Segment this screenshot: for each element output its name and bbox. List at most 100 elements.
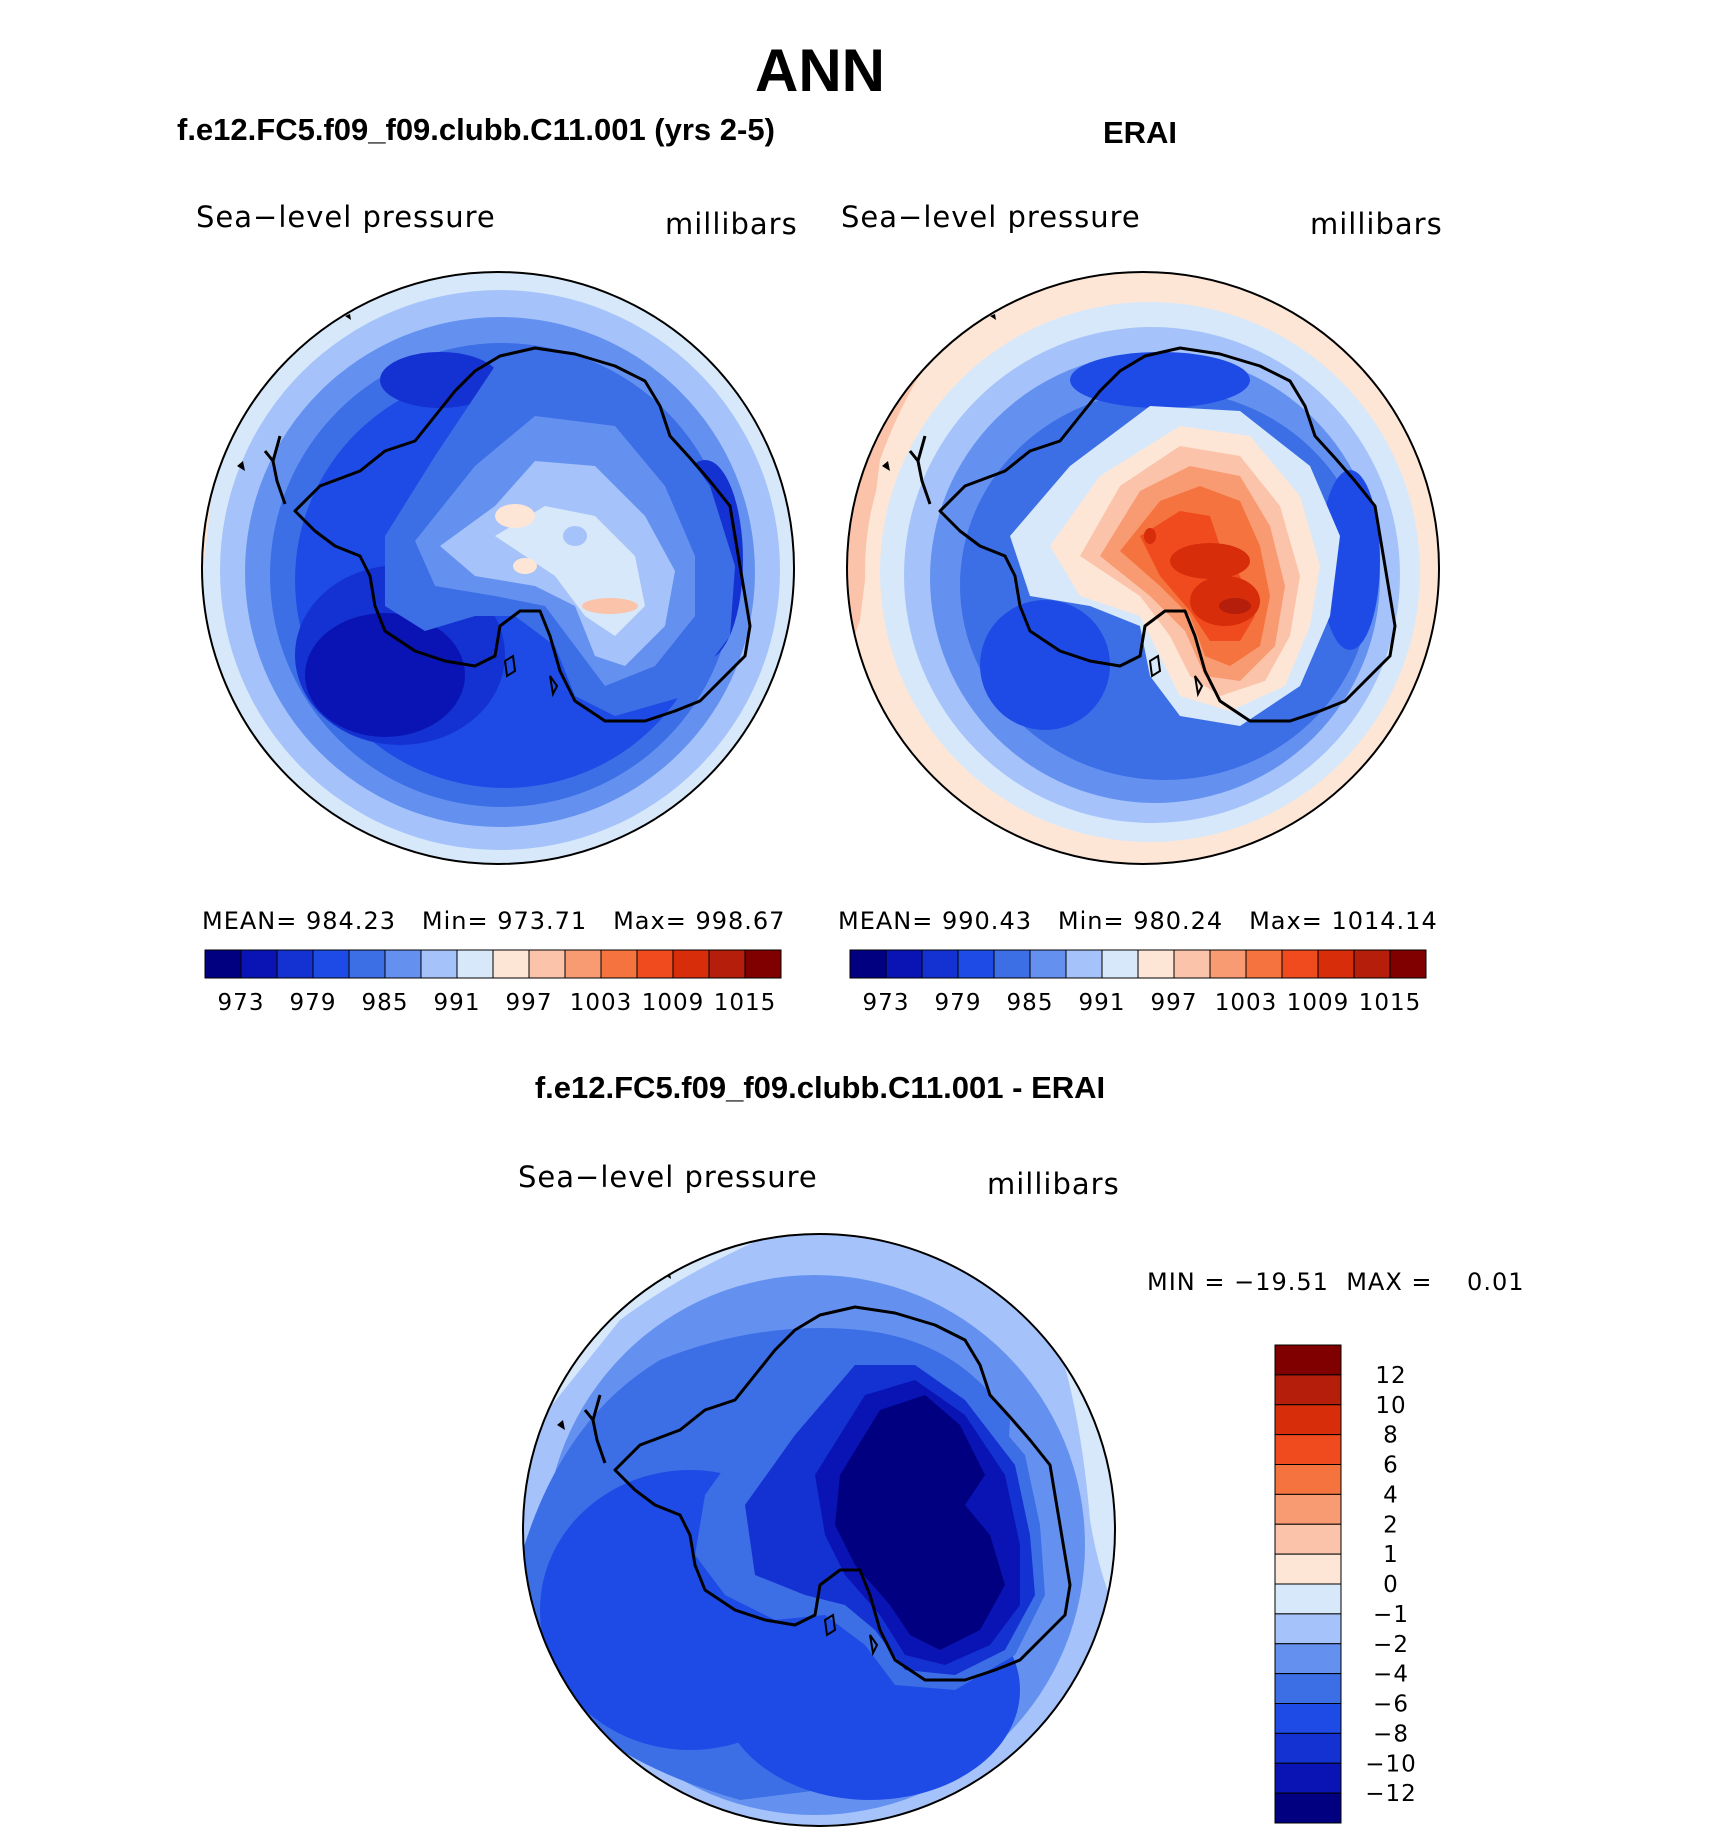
obs-map (847, 272, 1439, 864)
obs-colorbar: 973 979 985 991 997 1003 1009 1015 (849, 949, 1427, 1016)
diff-map-border (522, 1233, 1116, 1827)
obs-colorbar-swatch (849, 949, 887, 979)
obs-colorbar-tick-label: 1003 (1215, 990, 1278, 1016)
obs-stats: MEAN= 990.43 Min= 980.24 Max= 1014.14 (838, 907, 1438, 935)
model-max-label: Max= (613, 907, 687, 935)
diff-colorbar-swatch (1274, 1553, 1342, 1585)
diff-panel-title: f.e12.FC5.f09_f09.clubb.C11.001 - ERAI (534, 1070, 1106, 1105)
obs-colorbar-swatch (1281, 949, 1319, 979)
obs-colorbar-swatch (1353, 949, 1391, 979)
model-colorbar-swatch (492, 949, 530, 979)
diff-colorbar-swatch (1274, 1613, 1342, 1645)
model-colorbar-tick-label: 985 (362, 990, 409, 1016)
model-colorbar-tick-label: 991 (434, 990, 481, 1016)
model-colorbar-swatch (600, 949, 638, 979)
diff-colorbar-tick-label: −2 (1373, 1632, 1409, 1658)
diff-map (523, 1234, 1115, 1826)
obs-colorbar-swatch (1389, 949, 1427, 979)
diff-min-label: MIN = (1147, 1268, 1226, 1296)
diff-colorbar-tick-label: 8 (1383, 1423, 1399, 1449)
diff-colorbar-swatch (1274, 1792, 1342, 1824)
model-colorbar-swatch (420, 949, 458, 979)
model-colorbar-tick-label: 979 (290, 990, 337, 1016)
model-colorbar-tick-label: 1003 (570, 990, 633, 1016)
obs-max-label: Max= (1249, 907, 1323, 935)
diff-colorbar-tick-label: 1 (1383, 1542, 1399, 1568)
obs-colorbar-swatch (1245, 949, 1283, 979)
diff-colorbar-tick-label: 0 (1383, 1572, 1399, 1598)
model-colorbar-swatch (672, 949, 710, 979)
diff-max-value: 0.01 (1467, 1268, 1525, 1296)
diff-colorbar-tick-label: −10 (1365, 1751, 1417, 1777)
model-max-value: 998.67 (695, 907, 786, 935)
diff-colorbar-tick-label: −12 (1365, 1781, 1417, 1807)
diff-colorbar-tick-label: 4 (1383, 1482, 1399, 1508)
model-colorbar-swatch (744, 949, 782, 979)
model-colorbar-swatch (276, 949, 314, 979)
obs-colorbar-swatch (957, 949, 995, 979)
model-colorbar-swatch (348, 949, 386, 979)
obs-colorbar-swatch (1101, 949, 1139, 979)
diff-colorbar-swatch (1274, 1344, 1342, 1376)
obs-units-label: millibars (1310, 207, 1443, 241)
diff-colorbar-swatch (1274, 1374, 1342, 1406)
diff-colorbar-tick-label: 12 (1375, 1363, 1406, 1389)
diff-stats: MIN = −19.51 MAX = 0.01 (1147, 1268, 1524, 1296)
model-colorbar-swatch (456, 949, 494, 979)
obs-colorbar-swatch (1209, 949, 1247, 979)
diff-colorbar-swatch (1274, 1732, 1342, 1764)
diff-colorbar-swatch (1274, 1643, 1342, 1675)
model-map-border (201, 271, 795, 865)
obs-colorbar-swatch (885, 949, 923, 979)
diff-max-label: MAX = (1346, 1268, 1433, 1296)
obs-colorbar-tick-label: 979 (935, 990, 982, 1016)
model-colorbar-swatch (384, 949, 422, 979)
diff-colorbar-tick-label: 6 (1383, 1453, 1399, 1479)
diff-colorbar-tick-label: 10 (1375, 1393, 1406, 1419)
obs-colorbar-swatch (993, 949, 1031, 979)
obs-mean-value: 990.43 (942, 907, 1032, 935)
obs-colorbar-tick-label: 1009 (1287, 990, 1350, 1016)
model-colorbar-swatch (240, 949, 278, 979)
obs-colorbar-swatch (921, 949, 959, 979)
model-colorbar-tick-label: 1009 (642, 990, 705, 1016)
obs-colorbar-tick-label: 991 (1079, 990, 1126, 1016)
model-colorbar: 973 979 985 991 997 1003 1009 1015 (204, 949, 782, 1016)
obs-mean-label: MEAN= (838, 907, 934, 935)
diff-colorbar-swatch (1274, 1493, 1342, 1525)
obs-colorbar-swatch (1173, 949, 1211, 979)
model-units-label: millibars (665, 207, 798, 241)
obs-colorbar-tick-label: 985 (1007, 990, 1054, 1016)
obs-max-value: 1014.14 (1331, 907, 1438, 935)
model-mean-label: MEAN= (202, 907, 298, 935)
diff-min-value: −19.51 (1234, 1268, 1329, 1296)
diff-colorbar-swatch (1274, 1703, 1342, 1734)
obs-min-value: 980.24 (1133, 907, 1224, 935)
diff-colorbar-swatch (1274, 1434, 1342, 1465)
obs-variable-label: Sea−level pressure (841, 200, 1141, 234)
model-panel-title: f.e12.FC5.f09_f09.clubb.C11.001 (yrs 2-5… (177, 112, 775, 147)
model-min-value: 973.71 (497, 907, 588, 935)
diff-colorbar-swatch (1274, 1523, 1342, 1555)
diff-colorbar-swatch (1274, 1464, 1342, 1495)
obs-map-border (846, 271, 1440, 865)
model-map (202, 272, 794, 864)
obs-min-label: Min= (1057, 907, 1125, 935)
diff-colorbar-tick-label: −8 (1373, 1721, 1409, 1747)
model-stats: MEAN= 984.23 Min= 973.71 Max= 998.67 (202, 907, 785, 935)
obs-colorbar-tick-label: 997 (1151, 990, 1198, 1016)
season-title: ANN (755, 37, 885, 104)
obs-colorbar-swatch (1065, 949, 1103, 979)
model-colorbar-tick-label: 973 (218, 990, 265, 1016)
model-colorbar-swatch (636, 949, 674, 979)
diff-colorbar-tick-label: 2 (1383, 1512, 1399, 1538)
obs-colorbar-tick-label: 973 (863, 990, 910, 1016)
model-colorbar-swatch (708, 949, 746, 979)
diff-colorbar-swatch (1274, 1404, 1342, 1436)
model-colorbar-swatch (312, 949, 350, 979)
obs-colorbar-swatch (1317, 949, 1355, 979)
diff-colorbar-swatch (1274, 1583, 1342, 1615)
model-colorbar-swatch (528, 949, 566, 979)
